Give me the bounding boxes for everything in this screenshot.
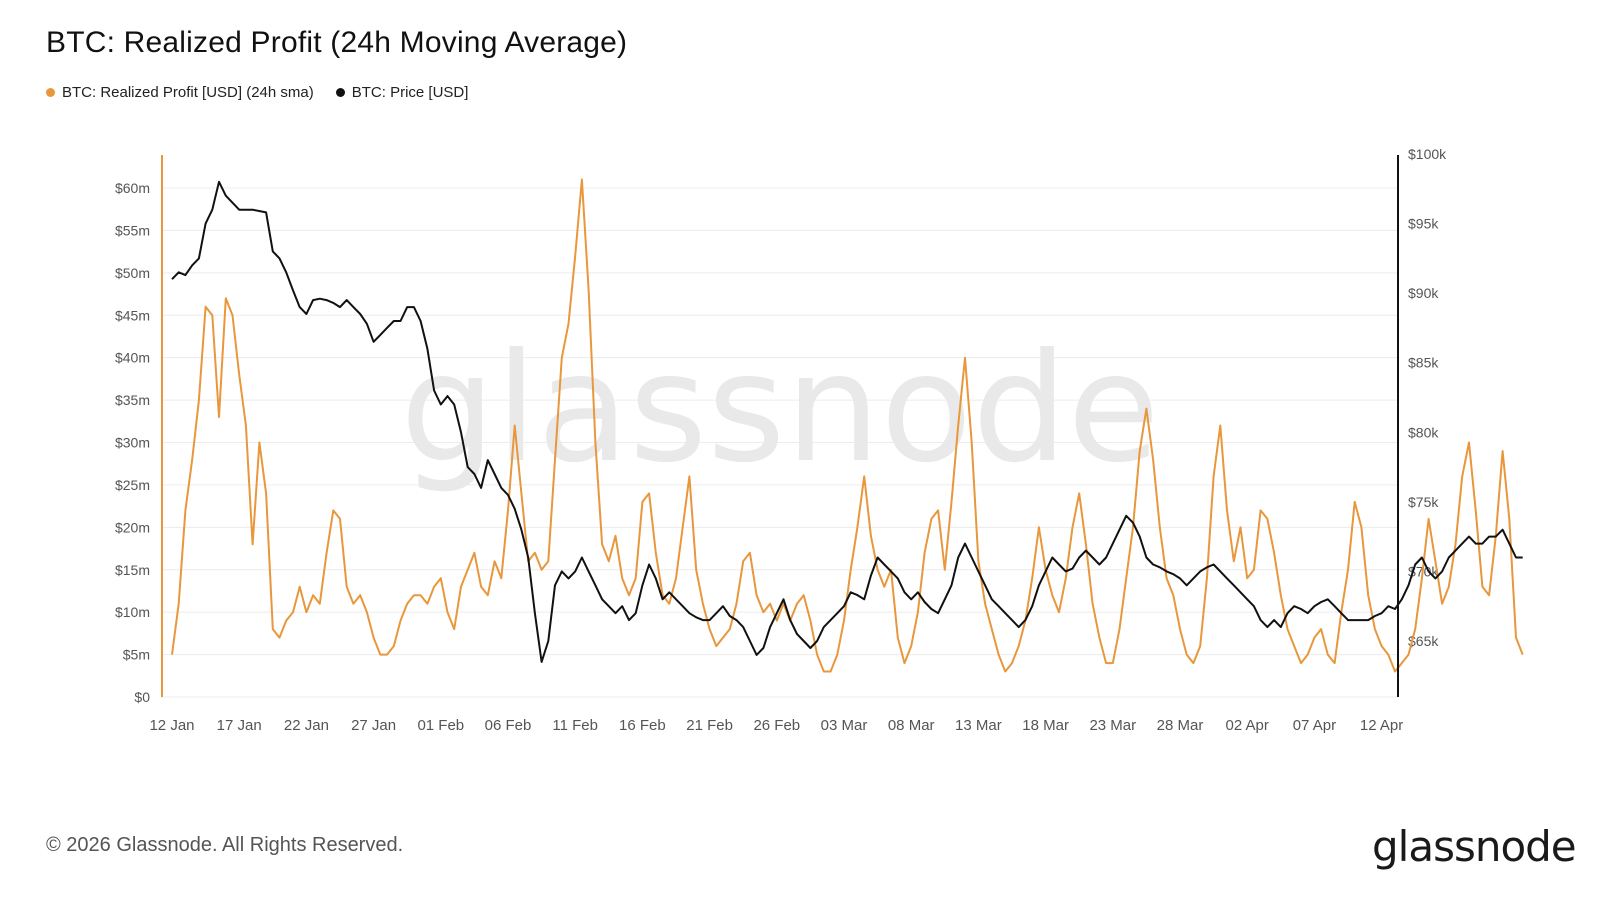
copyright-text: © 2026 Glassnode. All Rights Reserved.: [46, 834, 404, 856]
legend-label-profit: BTC: Realized Profit [USD] (24h sma): [62, 84, 314, 101]
y-left-tick-label: $5m: [123, 647, 150, 663]
x-tick-label: 07 Apr: [1293, 717, 1336, 734]
watermark-text: glassnode: [400, 322, 1159, 496]
legend-dot-price: [335, 88, 345, 97]
x-tick-label: 27 Jan: [351, 717, 396, 734]
y-right-tick-label: $90k: [1408, 285, 1439, 301]
y-left-tick-label: $20m: [115, 519, 150, 535]
y-right-tick-label: $65k: [1408, 633, 1439, 649]
x-tick-label: 28 Mar: [1157, 717, 1204, 734]
x-tick-label: 23 Mar: [1089, 717, 1136, 734]
x-axis-ticks: 12 Jan 17 Jan 22 Jan 27 Jan 01 Feb 06 Feb 11 F…: [149, 717, 1403, 734]
y-left-tick-label: $50m: [115, 265, 150, 281]
x-tick-label: 13 Mar: [955, 717, 1002, 734]
legend-item-price[interactable]: BTC: Price [USD]: [335, 84, 469, 101]
y-left-tick-label: $25m: [115, 477, 150, 493]
gridlines: [162, 187, 1398, 698]
y-right-tick-label: $85k: [1408, 355, 1439, 371]
x-tick-label: 02 Apr: [1226, 717, 1269, 734]
legend: BTC: Realized Profit [USD] (24h sma) BTC…: [46, 84, 468, 101]
left-axis-ticks: $0 $5m $10m $15m $20m $25m $30m $35m $40m $45m $50…: [115, 180, 150, 705]
x-tick-label: 21 Feb: [686, 717, 733, 734]
y-right-tick-label: $100k: [1408, 146, 1447, 162]
y-left-tick-label: $0: [134, 689, 150, 705]
y-right-tick-label: $80k: [1408, 424, 1439, 440]
y-left-tick-label: $15m: [115, 562, 150, 578]
glassnode-logo: glassnode: [1372, 822, 1577, 871]
x-tick-label: 22 Jan: [284, 717, 329, 734]
x-tick-label: 18 Mar: [1022, 717, 1069, 734]
legend-dot-profit: [46, 88, 55, 97]
x-tick-label: 16 Feb: [619, 717, 666, 734]
y-left-tick-label: $35m: [115, 392, 150, 408]
x-tick-label: 06 Feb: [485, 717, 532, 734]
legend-item-profit[interactable]: BTC: Realized Profit [USD] (24h sma): [46, 84, 314, 101]
x-tick-label: 01 Feb: [417, 717, 464, 734]
y-left-tick-label: $30m: [115, 435, 150, 451]
y-left-tick-label: $55m: [115, 222, 150, 238]
x-tick-label: 17 Jan: [217, 717, 262, 734]
price-line: [171, 180, 1523, 663]
x-tick-label: 12 Apr: [1360, 717, 1403, 734]
x-tick-label: 26 Feb: [753, 717, 800, 734]
x-tick-label: 12 Jan: [149, 717, 194, 734]
x-tick-label: 08 Mar: [888, 717, 935, 734]
y-left-tick-label: $60m: [115, 180, 150, 196]
x-tick-label: 03 Mar: [821, 717, 868, 734]
chart-title: BTC: Realized Profit (24h Moving Average…: [46, 26, 628, 59]
realized-profit-line: [171, 178, 1524, 673]
y-right-tick-label: $75k: [1408, 494, 1439, 510]
y-right-tick-label: $95k: [1408, 216, 1439, 232]
y-left-tick-label: $45m: [115, 307, 150, 323]
y-left-tick-label: $40m: [115, 350, 150, 366]
legend-label-price: BTC: Price [USD]: [351, 84, 469, 101]
x-tick-label: 11 Feb: [552, 717, 598, 734]
y-left-tick-label: $10m: [115, 604, 150, 620]
